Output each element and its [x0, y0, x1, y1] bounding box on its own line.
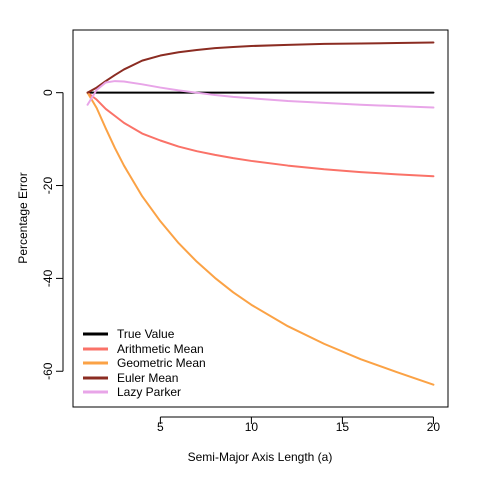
y-tick-label: -20	[41, 177, 55, 195]
x-axis-label: Semi-Major Axis Length (a)	[188, 450, 333, 464]
series-line-lazy-parker	[86, 80, 435, 109]
series-layer	[86, 41, 435, 386]
legend: True Value Arithmetic Mean Geometric Mea…	[83, 327, 206, 399]
legend-label-arithmetic-mean: Arithmetic Mean	[117, 342, 204, 356]
series-line-euler-mean	[86, 41, 435, 94]
x-tick-label: 5	[157, 420, 164, 434]
y-axis-label: Percentage Error	[16, 172, 30, 263]
x-tick-label: 15	[336, 420, 350, 434]
y-tick-label: 0	[41, 89, 55, 96]
x-tick-label: 20	[427, 420, 441, 434]
y-tick-label: -40	[41, 269, 55, 287]
series-line-geometric-mean	[86, 91, 435, 386]
axis-layer: 5 10 15 20 0 -20 -40 -60	[41, 89, 440, 434]
legend-label-euler-mean: Euler Mean	[117, 371, 178, 385]
legend-label-geometric-mean: Geometric Mean	[117, 356, 206, 370]
plot-frame	[72, 29, 449, 408]
y-tick-label: -60	[41, 362, 55, 380]
legend-label-true-value: True Value	[117, 327, 175, 341]
legend-label-lazy-parker: Lazy Parker	[117, 385, 181, 399]
x-tick-label: 10	[245, 420, 259, 434]
series-line-arithmetic-mean	[86, 91, 435, 178]
